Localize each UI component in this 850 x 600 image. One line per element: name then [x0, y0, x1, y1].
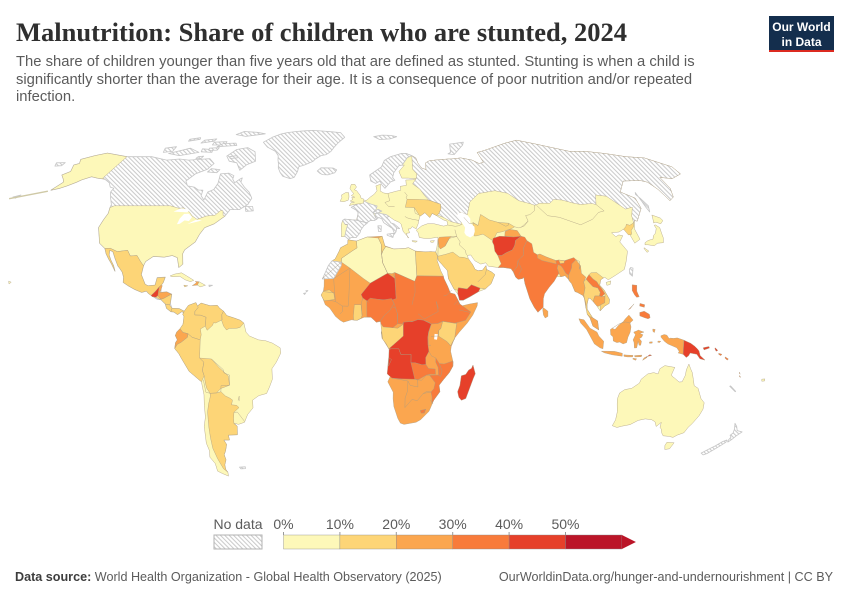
svg-text:30%: 30% — [439, 516, 467, 532]
svg-text:0%: 0% — [273, 516, 293, 532]
svg-text:50%: 50% — [551, 516, 579, 532]
svg-text:10%: 10% — [326, 516, 354, 532]
svg-text:20%: 20% — [382, 516, 410, 532]
svg-text:No data: No data — [213, 516, 262, 532]
svg-text:40%: 40% — [495, 516, 523, 532]
